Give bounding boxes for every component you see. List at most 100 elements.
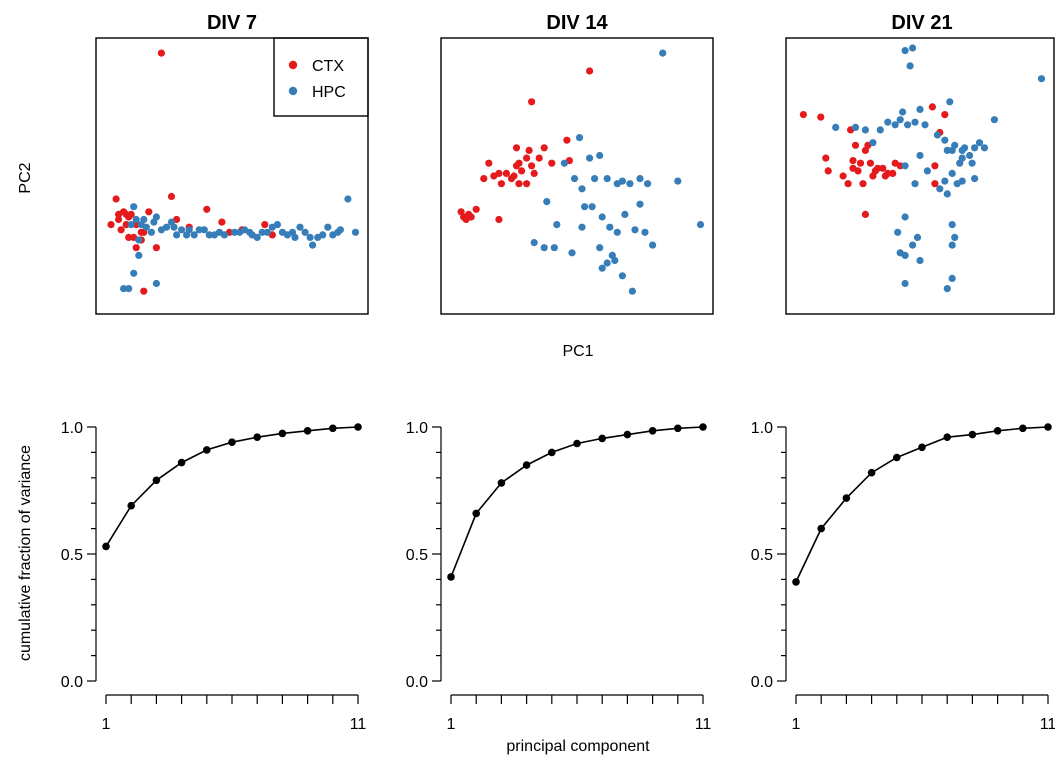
scatter-point-hpc xyxy=(901,47,909,55)
scatter-point-hpc xyxy=(152,279,160,288)
scatter-point-hpc xyxy=(135,251,143,259)
scatter-point-hpc xyxy=(636,175,644,183)
scatter-point-hpc xyxy=(990,116,999,124)
scatter-point-hpc xyxy=(696,221,705,229)
scatter-point-hpc xyxy=(596,151,604,160)
scatter-point-hpc xyxy=(626,180,634,188)
scatter-point-hpc xyxy=(550,244,558,252)
panel-title: DIV 14 xyxy=(546,12,608,34)
scatter-point-ctx xyxy=(472,205,480,213)
variance-point xyxy=(152,476,161,485)
scatter-point-ctx xyxy=(515,180,523,188)
variance-point xyxy=(127,501,135,510)
scatter-point-hpc xyxy=(659,49,667,57)
scatter-point-ctx xyxy=(117,226,125,234)
scatter-point-hpc xyxy=(948,169,956,177)
variance-point xyxy=(497,479,506,487)
scatter-point-hpc xyxy=(948,241,956,249)
variance-point xyxy=(648,427,657,435)
variance-point xyxy=(329,424,337,433)
scatter-point-hpc xyxy=(309,241,317,249)
scatter-point-hpc xyxy=(301,228,309,236)
variance-point xyxy=(472,509,481,518)
principal-component-axis-label: principal component xyxy=(506,738,650,755)
scatter-point-hpc xyxy=(125,285,133,293)
scatter-point-hpc xyxy=(575,134,584,142)
scatter-point-hpc xyxy=(649,241,657,249)
scatter-point-hpc xyxy=(230,228,239,236)
scatter-point-ctx xyxy=(822,154,830,162)
variance-point xyxy=(918,443,926,452)
scatter-point-ctx xyxy=(107,221,115,229)
scatter-point-ctx xyxy=(495,215,503,224)
variance-point xyxy=(893,453,901,462)
scatter-point-ctx xyxy=(122,221,130,229)
scatter-point-ctx xyxy=(535,154,543,162)
scatter-point-ctx xyxy=(525,146,533,154)
scatter-point-hpc xyxy=(306,233,314,241)
scatter-point-hpc xyxy=(185,226,193,234)
scatter-point-ctx xyxy=(528,98,536,106)
scatter-point-hpc xyxy=(916,256,924,265)
scatter-point-ctx xyxy=(125,233,133,241)
panel-frame xyxy=(785,37,1055,315)
scatter-point-hpc xyxy=(876,126,884,134)
scatter-point-hpc xyxy=(906,62,914,70)
variance-point xyxy=(842,494,851,502)
legend-ctx-label: CTX xyxy=(312,58,344,75)
scatter-point-hpc xyxy=(943,190,951,198)
scatter-point-ctx xyxy=(132,221,140,229)
scatter-point-hpc xyxy=(560,159,569,167)
scatter-point-ctx xyxy=(859,180,867,188)
scatter-point-hpc xyxy=(170,223,178,231)
scatter-point-hpc xyxy=(611,256,619,265)
variance-panel-div21: 0.00.51.01 11 xyxy=(751,420,1055,733)
scatter-point-ctx xyxy=(467,213,475,221)
scatter-point-hpc xyxy=(351,228,360,236)
scatter-point-hpc xyxy=(941,177,949,185)
scatter-point-hpc xyxy=(851,123,860,131)
scatter-point-ctx xyxy=(540,144,548,152)
y-tick-label: 1.0 xyxy=(61,420,83,437)
scatter-point-hpc xyxy=(603,175,611,183)
scatter-point-hpc xyxy=(253,233,261,241)
scatter-point-ctx xyxy=(112,195,120,203)
scatter-point-hpc xyxy=(958,177,966,185)
variance-point xyxy=(278,429,287,438)
scatter-point-ctx xyxy=(839,172,847,180)
scatter-point-ctx xyxy=(866,159,875,167)
legend-ctx-marker xyxy=(288,60,298,70)
scatter-point-hpc xyxy=(923,167,932,175)
scatter-point-ctx xyxy=(844,180,852,188)
scatter-point-hpc xyxy=(832,123,840,131)
scatter-point-hpc xyxy=(598,264,606,272)
variance-point xyxy=(817,524,825,533)
variance-point xyxy=(674,424,682,433)
scatter-point-hpc xyxy=(899,108,907,116)
scatter-panel-div21: DIV 21 xyxy=(785,12,1055,315)
scatter-point-hpc xyxy=(220,231,228,239)
scatter-point-hpc xyxy=(961,144,969,152)
scatter-point-hpc xyxy=(152,213,160,221)
scatter-point-hpc xyxy=(178,226,186,234)
scatter-point-ctx xyxy=(523,180,531,188)
scatter-point-hpc xyxy=(127,221,135,229)
x-tick-label: 11 xyxy=(1040,716,1055,733)
scatter-point-ctx xyxy=(502,169,510,177)
scatter-point-hpc xyxy=(621,210,629,218)
scatter-point-hpc xyxy=(674,177,682,185)
scatter-point-hpc xyxy=(891,121,899,129)
scatter-point-hpc xyxy=(909,241,917,249)
scatter-point-hpc xyxy=(909,44,917,52)
scatter-point-hpc xyxy=(273,221,281,229)
scatter-point-hpc xyxy=(598,213,606,221)
scatter-point-hpc xyxy=(570,175,579,183)
scatter-point-hpc xyxy=(901,279,909,288)
scatter-point-hpc xyxy=(951,141,959,149)
scatter-point-hpc xyxy=(568,249,576,257)
scatter-point-hpc xyxy=(869,139,877,147)
scatter-point-hpc xyxy=(344,195,352,203)
scatter-point-hpc xyxy=(958,154,966,162)
cumulative-variance-axis-label: cumulative fraction of variance xyxy=(17,445,34,661)
legend-hpc-label: HPC xyxy=(312,84,346,101)
